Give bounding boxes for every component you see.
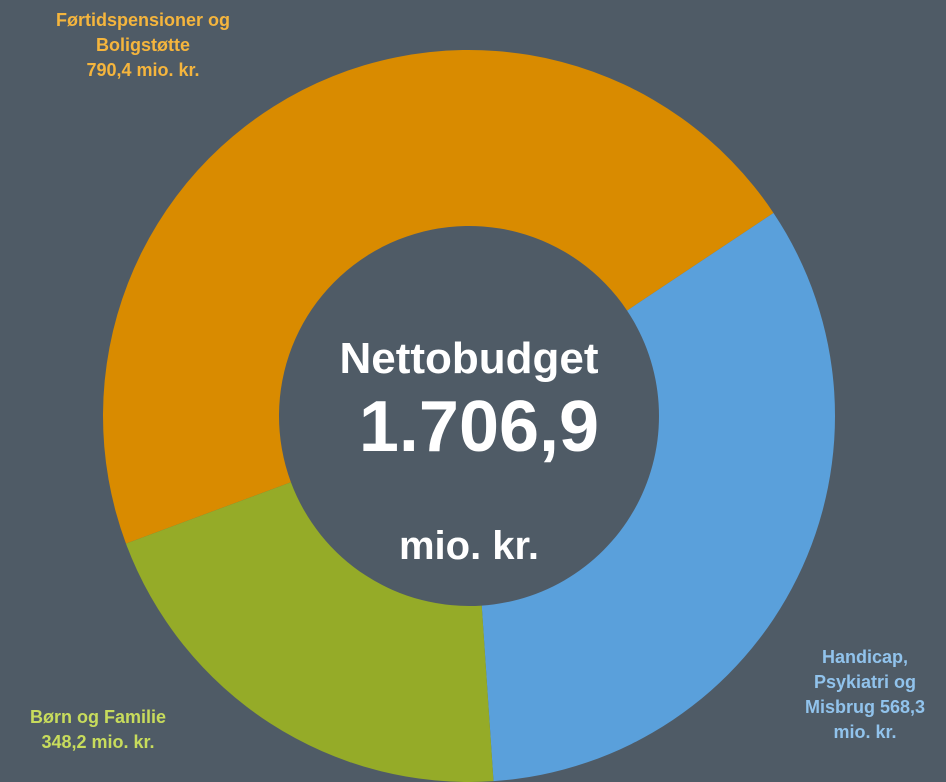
- slice-category: Førtidspensioner og Boligstøtte: [55, 10, 230, 55]
- slice-label: Børn og Familie 348,2 mio. kr.: [0, 705, 196, 755]
- slice-value-label: 568,3 mio. kr.: [833, 697, 926, 742]
- donut-slice: [125, 482, 494, 782]
- slice-label: Førtidspensioner og Boligstøtte 790,4 mi…: [33, 8, 253, 83]
- center-unit: mio. kr.: [398, 524, 540, 568]
- slice-value-label: 348,2 mio. kr.: [41, 732, 155, 752]
- donut-slice: [481, 212, 835, 782]
- center-title: Nettobudget: [339, 334, 599, 383]
- donut-slice: [102, 50, 774, 544]
- slice-category: Handicap, Psykiatri og Misbrug: [804, 647, 917, 717]
- slice-category: Børn og Familie: [29, 707, 166, 727]
- slice-label: Handicap, Psykiatri og Misbrug 568,3 mio…: [786, 645, 944, 745]
- center-value: 1.706,9: [358, 387, 600, 467]
- slice-value-label: 790,4 mio. kr.: [86, 60, 200, 80]
